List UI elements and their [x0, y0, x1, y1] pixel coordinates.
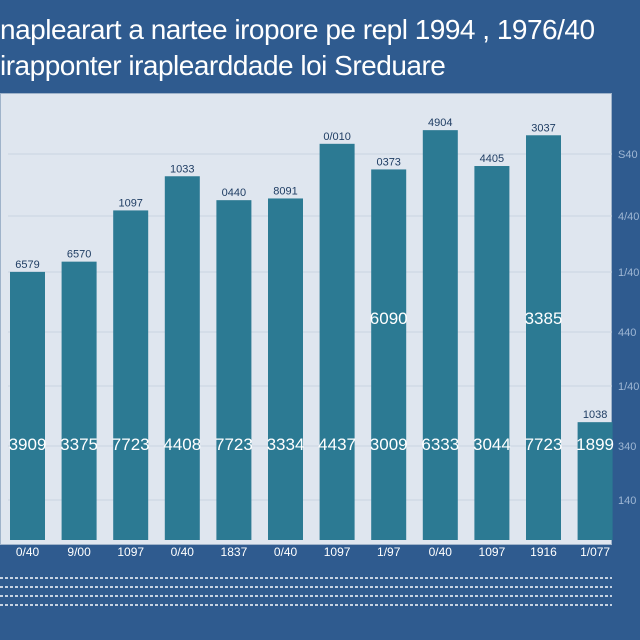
y-tick-label: 1/40 [618, 381, 639, 393]
bar [10, 271, 45, 540]
chart-subtitle: irapponter iraplearddade loi Sreduare [0, 50, 446, 81]
bar-value-label: 3044 [473, 435, 511, 454]
x-tick-label: 0/40 [429, 545, 453, 559]
bar-top-label: 8091 [273, 185, 297, 197]
bar-top-label: 6579 [15, 259, 39, 271]
bar [61, 261, 97, 540]
x-tick-label: 0/40 [274, 545, 298, 559]
bar-top-label: 0/010 [323, 131, 351, 143]
x-tick-label: 0/40 [171, 545, 195, 559]
x-tick-label: 1/077 [580, 545, 610, 559]
bar-value-label: 7723 [525, 435, 563, 454]
bar-value-label: 4408 [163, 435, 201, 454]
bar [216, 200, 252, 540]
x-tick-label: 0/40 [16, 545, 40, 559]
footer-fine-print [0, 570, 612, 620]
bar-mid-label: 6090 [370, 309, 408, 328]
bar [268, 198, 303, 540]
bar-top-label: 1097 [118, 197, 142, 209]
bar-top-label: 1033 [170, 163, 194, 175]
bar-top-label: 6570 [67, 249, 91, 261]
bar [474, 166, 510, 540]
bar [577, 422, 613, 540]
bar [526, 135, 561, 540]
bar-value-label: 4437 [318, 435, 356, 454]
bar-value-label: 3909 [9, 435, 47, 454]
y-tick-label: S40 [618, 149, 638, 161]
x-tick-label: 1097 [479, 545, 506, 559]
chart-title: naplearart a nartee iropore pe repl 1994… [0, 14, 595, 45]
x-tick-label: 1/97 [377, 545, 401, 559]
bar [164, 176, 200, 540]
x-tick-label: 1916 [530, 545, 557, 559]
bar-value-label: 6333 [421, 435, 459, 454]
y-tick-label: 440 [618, 327, 636, 339]
y-tick-label: 4/40 [618, 211, 639, 223]
bar-top-label: 3037 [531, 122, 555, 134]
bar-top-label: 0440 [222, 187, 246, 199]
x-tick-label: 1097 [324, 545, 351, 559]
bar-value-label: 7723 [215, 435, 253, 454]
y-tick-label: 340 [618, 441, 636, 453]
x-tick-label: 9/00 [67, 545, 91, 559]
bar-value-label: 3009 [370, 435, 408, 454]
bar [113, 210, 149, 540]
bar-value-label: 7723 [112, 435, 150, 454]
bar-top-label: 4904 [428, 117, 452, 129]
bar [422, 130, 458, 540]
y-tick-label: 1/40 [618, 267, 639, 279]
bar-top-label: 1038 [583, 409, 607, 421]
bar [319, 143, 355, 541]
x-tick-label: 1837 [221, 545, 248, 559]
bar-value-label: 3334 [267, 435, 305, 454]
plot-panel [0, 93, 612, 545]
bar-value-label: 3375 [60, 435, 98, 454]
bar-value-label: 1899 [576, 435, 614, 454]
bar-mid-label: 3385 [525, 309, 563, 328]
x-tick-label: 1097 [117, 545, 144, 559]
bar [371, 169, 407, 540]
bar-top-label: 0373 [376, 156, 400, 168]
bar-top-label: 4405 [480, 153, 504, 165]
y-tick-label: 140 [618, 495, 636, 507]
